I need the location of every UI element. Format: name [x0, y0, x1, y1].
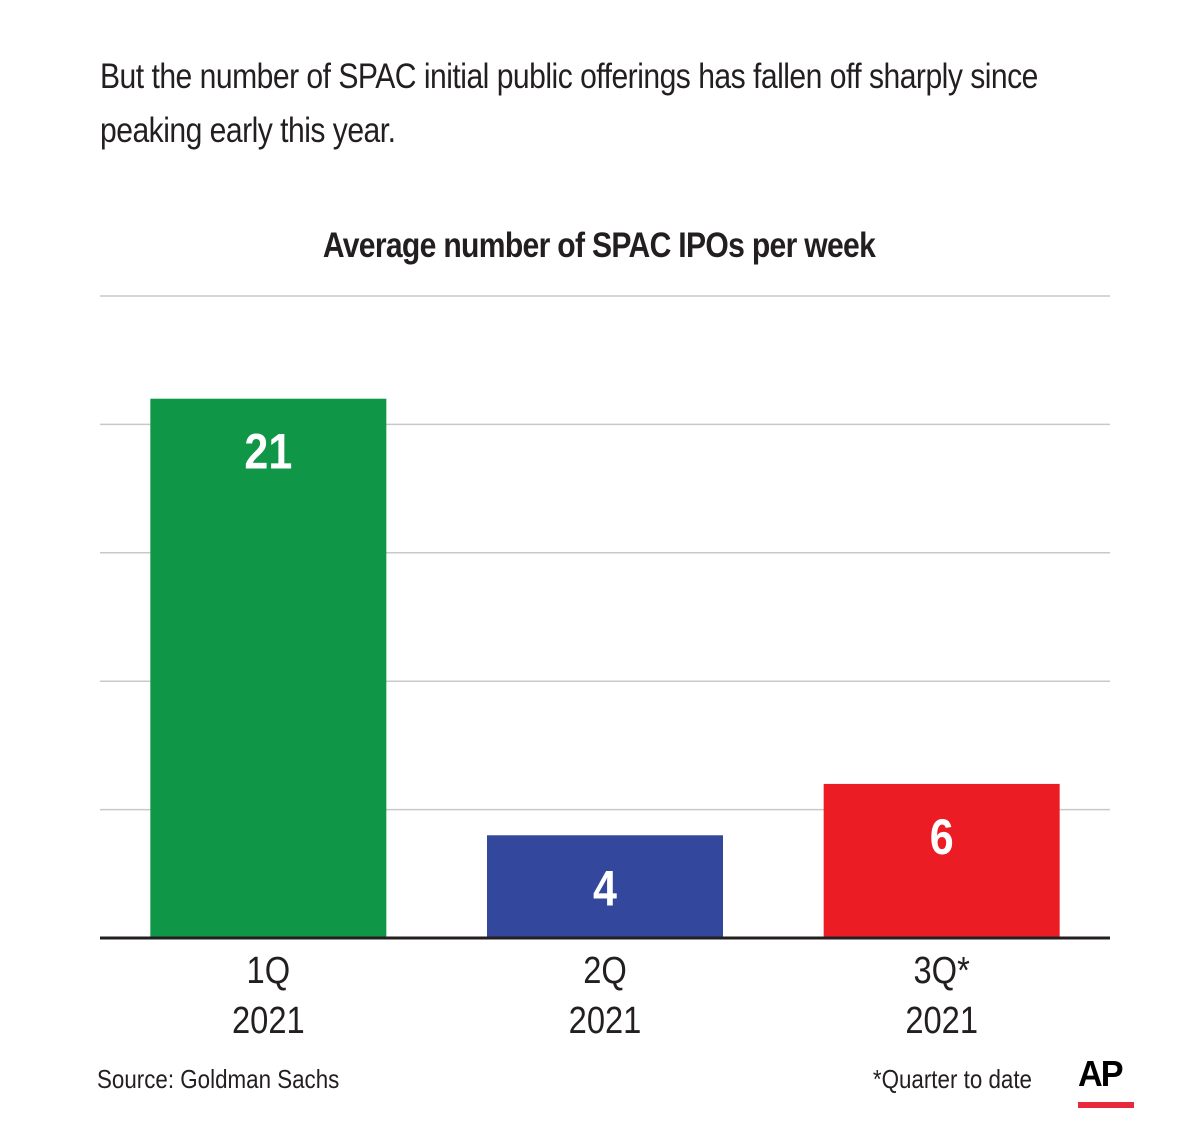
ap-logo-text: AP: [1078, 1053, 1124, 1094]
chart-title: Average number of SPAC IPOs per week: [322, 226, 876, 265]
bar-chart: 21 4 6 1Q 2021 2Q 2021 3Q* 2021: [100, 295, 1110, 1042]
bar-2q: [487, 835, 723, 938]
x-axis-labels: 1Q 2021 2Q 2021 3Q* 2021: [232, 949, 978, 1042]
x-tick-label: 3Q*: [914, 949, 970, 992]
bar-value-label: 21: [244, 424, 292, 480]
bar-value-label: 4: [593, 860, 617, 916]
x-tick-label: 2021: [232, 999, 305, 1042]
x-tick-label: 2Q: [583, 949, 627, 992]
source-note: Source: Goldman Sachs: [97, 1064, 340, 1094]
bar-1q: [150, 398, 387, 939]
bars: [150, 398, 1060, 939]
ap-logo: AP: [1078, 1056, 1136, 1110]
bar-value-label: 6: [930, 809, 954, 865]
headline: But the number of SPAC initial public of…: [100, 57, 1038, 150]
value-labels: 21 4 6: [244, 424, 953, 916]
x-tick-label: 1Q: [247, 949, 291, 992]
x-tick-label: 2021: [905, 999, 978, 1042]
footnote: *Quarter to date: [872, 1064, 1032, 1094]
bar-3q: [823, 783, 1060, 938]
x-tick-label: 2021: [569, 999, 642, 1042]
ap-logo-underline: [1078, 1102, 1134, 1108]
